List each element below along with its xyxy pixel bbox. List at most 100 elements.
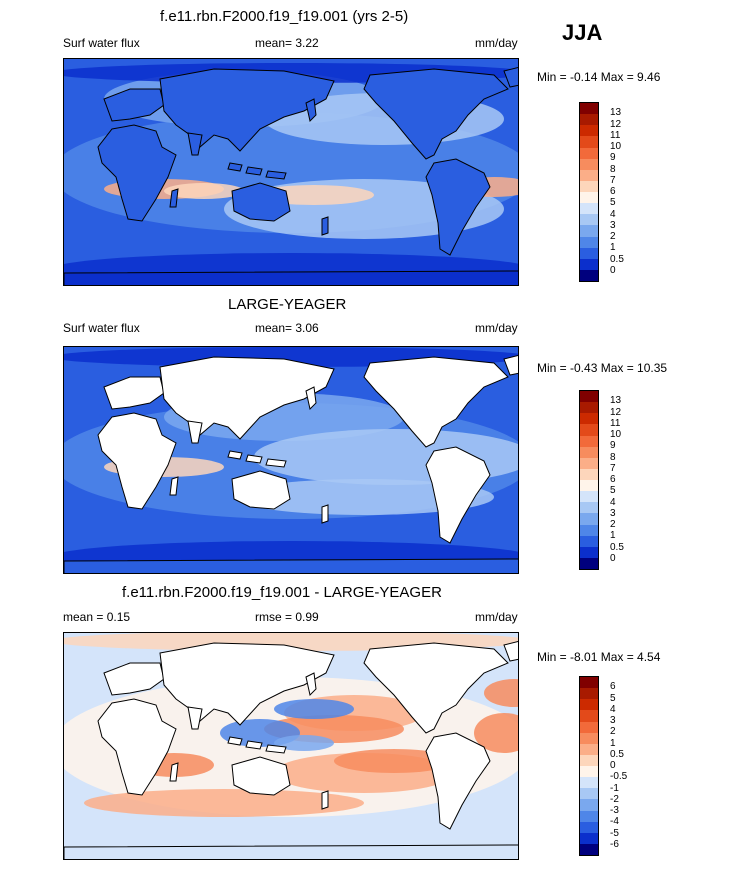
continent-outline xyxy=(169,188,179,208)
colorbar-swatch xyxy=(580,699,598,711)
continent-outline xyxy=(97,124,177,222)
colorbar-tick-label: 5 xyxy=(610,197,616,209)
colorbar-tick-label: 1 xyxy=(610,530,616,542)
panel-2-mean-label: mean= 3.06 xyxy=(255,321,319,335)
continent-outline xyxy=(321,216,329,236)
continent-outline xyxy=(64,844,518,859)
continent-outline xyxy=(159,642,335,726)
continent-outline xyxy=(231,182,291,222)
colorbar-swatch xyxy=(580,777,598,789)
continent-outline xyxy=(503,640,518,662)
colorbar-swatch xyxy=(580,136,598,148)
colorbar-swatch xyxy=(580,457,598,469)
contour-region xyxy=(274,735,334,751)
panel-3-units: mm/day xyxy=(475,610,518,624)
panel-1-units: mm/day xyxy=(475,36,518,50)
colorbar-tick-label: 0.5 xyxy=(610,748,624,760)
colorbar-swatch xyxy=(580,710,598,722)
colorbar-swatch xyxy=(580,258,598,270)
colorbar-tick-label: 4 xyxy=(610,703,616,715)
colorbar-tick-label: 11 xyxy=(610,129,621,141)
season-label: JJA xyxy=(562,20,603,45)
colorbar-tick-label: 12 xyxy=(610,406,622,418)
colorbar-swatch xyxy=(580,103,598,115)
continent-outline xyxy=(305,98,317,122)
panel-3-title: f.e11.rbn.F2000.f19_f19.001 - LARGE-YEAG… xyxy=(122,584,442,601)
colorbar-tick-label: 11 xyxy=(610,417,621,429)
colorbar-swatch xyxy=(580,546,598,558)
continent-outline xyxy=(64,270,518,285)
colorbar-tick-label: 5 xyxy=(610,485,616,497)
continent-outline xyxy=(103,662,165,696)
continent-outline xyxy=(363,68,509,160)
colorbar-tick-label: 7 xyxy=(610,174,616,186)
colorbar-swatch xyxy=(580,754,598,766)
colorbar-tick-label: 9 xyxy=(610,440,616,452)
panel-2-units: mm/day xyxy=(475,321,518,335)
colorbar-tick-label: -5 xyxy=(610,827,619,839)
continent-outline xyxy=(187,132,203,156)
colorbar-tick-label: 0 xyxy=(610,760,616,771)
colorbar-swatch xyxy=(580,688,598,700)
colorbar-tick-label: -4 xyxy=(610,816,619,828)
colorbar-tick-label: 6 xyxy=(610,681,616,693)
contour-region xyxy=(484,679,518,707)
colorbar-swatch xyxy=(580,180,598,192)
continent-outline xyxy=(169,762,179,782)
colorbar-tick-label: 8 xyxy=(610,163,616,175)
colorbar-tick-label: 6 xyxy=(610,474,616,485)
colorbar-swatch xyxy=(580,788,598,800)
colorbar-swatch xyxy=(580,214,598,226)
continent-outline xyxy=(503,354,518,376)
colorbar-swatch xyxy=(580,480,598,492)
colorbar-swatch xyxy=(580,247,598,259)
colorbar-tick-label: 4 xyxy=(610,208,616,220)
panel-3-rmse-label: rmse = 0.99 xyxy=(255,610,319,624)
continent-outline xyxy=(305,386,317,410)
colorbar-tick-label: 1 xyxy=(610,737,616,749)
colorbar-swatch xyxy=(580,491,598,503)
continent-outline xyxy=(231,470,291,510)
colorbar-tick-label: 1 xyxy=(610,242,616,254)
continent-outline xyxy=(227,736,287,754)
continent-outline xyxy=(97,412,177,510)
colorbar-tick-label: 8 xyxy=(610,451,616,463)
panel-3-map xyxy=(63,632,519,860)
colorbar-swatch xyxy=(580,513,598,525)
colorbar-swatch xyxy=(580,435,598,447)
continent-outline xyxy=(321,504,329,524)
colorbar-swatch xyxy=(580,821,598,833)
colorbar-tick-label: 7 xyxy=(610,462,616,474)
colorbar-swatch xyxy=(580,158,598,170)
contour-region xyxy=(474,713,518,753)
colorbar-tick-label: -3 xyxy=(610,805,619,816)
continent-outline xyxy=(97,698,177,796)
colorbar-swatch xyxy=(580,169,598,181)
colorbar-tick-label: 0 xyxy=(610,552,616,564)
colorbar-swatch xyxy=(580,832,598,844)
colorbar-tick-label: 5 xyxy=(610,692,616,704)
colorbar-tick-label: 2 xyxy=(610,519,616,530)
colorbar-tick-label: 0.5 xyxy=(610,541,624,553)
colorbar-swatch xyxy=(580,125,598,137)
continent-outline xyxy=(231,756,291,796)
colorbar-swatch xyxy=(580,721,598,733)
contour-region xyxy=(234,479,494,515)
panel-2-title: LARGE-YEAGER xyxy=(228,296,347,313)
continent-outline xyxy=(103,88,165,122)
colorbar-swatch xyxy=(580,677,598,689)
colorbar-tick-label: 10 xyxy=(610,429,622,440)
colorbar-tick-label: 0.5 xyxy=(610,253,624,265)
colorbar-tick-label: 9 xyxy=(610,152,616,164)
contour-region xyxy=(84,789,364,817)
colorbar-swatch xyxy=(580,402,598,414)
colorbar-tick-label: 3 xyxy=(610,715,616,726)
panel-3-mean-label: mean = 0.15 xyxy=(63,610,131,624)
continent-outline xyxy=(159,68,335,152)
continent-outline xyxy=(159,356,335,440)
colorbar-tick-label: 10 xyxy=(610,141,622,152)
continent-outline xyxy=(363,356,509,448)
colorbar-swatch xyxy=(580,413,598,425)
colorbar-swatch xyxy=(580,225,598,237)
colorbar-swatch xyxy=(580,203,598,215)
